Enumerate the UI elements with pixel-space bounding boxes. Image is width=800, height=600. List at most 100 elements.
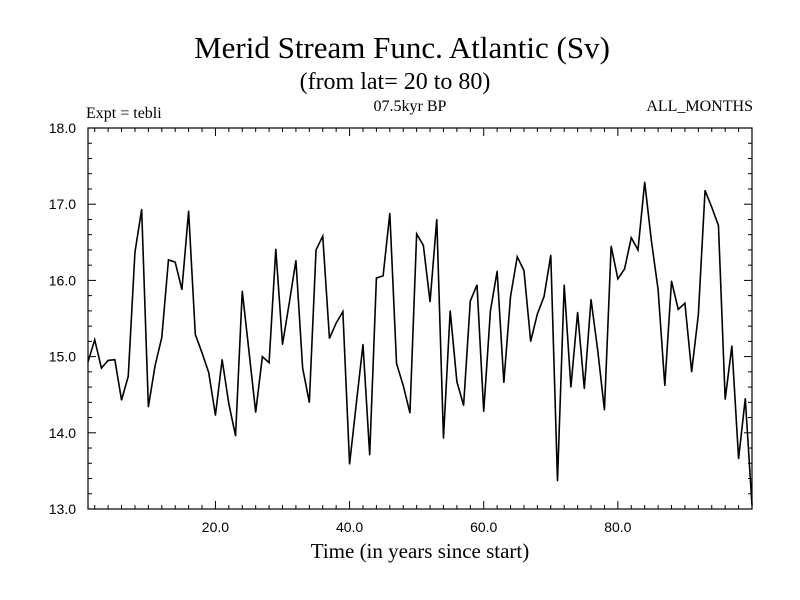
chart-subtitle: (from lat= 20 to 80): [300, 69, 491, 95]
data-point: [389, 212, 391, 214]
data-point: [456, 381, 458, 383]
data-point: [288, 302, 290, 304]
data-point: [483, 410, 485, 413]
data-point: [100, 367, 103, 369]
data-point: [208, 372, 210, 374]
data-point: [302, 367, 304, 369]
data-point: [281, 343, 284, 346]
data-point: [590, 298, 592, 301]
data-point: [295, 259, 297, 262]
data-point: [429, 301, 431, 303]
data-point: [630, 237, 632, 239]
x-tick-label: 40.0: [336, 519, 363, 535]
data-point: [724, 398, 726, 400]
data-point: [436, 218, 438, 221]
data-point: [201, 352, 203, 354]
data-point: [530, 340, 532, 342]
data-point: [543, 295, 545, 297]
data-point: [536, 313, 538, 315]
data-point: [335, 322, 337, 324]
data-line: [87, 182, 753, 506]
data-point: [261, 356, 263, 358]
data-point: [603, 409, 606, 411]
data-point: [657, 288, 659, 291]
data-point: [597, 349, 599, 352]
data-point: [107, 359, 109, 362]
data-point: [214, 414, 217, 416]
data-point: [449, 310, 451, 312]
data-points: [87, 181, 753, 506]
data-point: [328, 337, 331, 339]
data-point: [255, 411, 257, 413]
data-point: [315, 249, 317, 251]
data-point: [167, 259, 170, 261]
data-point: [355, 403, 357, 405]
data-point: [174, 261, 176, 263]
data-point: [114, 359, 116, 361]
data-point: [87, 361, 89, 363]
data-point: [120, 399, 123, 401]
data-point: [644, 181, 646, 183]
data-point: [442, 437, 445, 439]
data-point: [737, 458, 740, 460]
data-point: [563, 284, 565, 286]
data-point: [509, 295, 512, 297]
data-point: [610, 245, 612, 247]
data-point: [684, 302, 686, 304]
data-point: [637, 249, 639, 251]
data-point: [476, 284, 478, 286]
data-point: [134, 251, 136, 253]
y-tick-label: 13.0: [49, 501, 76, 517]
data-point: [691, 371, 693, 373]
data-point: [127, 375, 129, 378]
data-point: [375, 277, 377, 279]
y-tick-label: 14.0: [49, 425, 76, 441]
data-point: [409, 412, 411, 414]
data-point: [402, 384, 404, 387]
data-point: [369, 454, 371, 456]
data-point: [617, 278, 619, 280]
data-point: [141, 208, 143, 211]
x-axis-ticks: [94, 128, 740, 509]
data-point: [395, 362, 398, 365]
data-point: [342, 311, 344, 313]
y-tick-label: 17.0: [49, 196, 76, 212]
data-point: [556, 480, 559, 482]
data-point: [577, 311, 579, 313]
data-point: [670, 280, 673, 282]
data-point: [523, 269, 525, 272]
data-point: [516, 256, 518, 258]
y-tick-label: 18.0: [49, 120, 76, 136]
x-axis-tick-labels: 20.0 40.0 60.0 80.0: [202, 519, 632, 535]
data-point: [154, 365, 156, 367]
data-point: [416, 233, 418, 235]
y-axis-tick-labels: 13.0 14.0 15.0 16.0 17.0 18.0: [49, 120, 76, 517]
data-point: [711, 206, 713, 208]
data-point: [234, 435, 237, 437]
data-point: [583, 388, 585, 390]
data-point: [650, 240, 652, 242]
data-point: [731, 345, 733, 347]
data-point: [228, 403, 230, 405]
months-label: ALL_MONTHS: [646, 98, 753, 115]
data-point: [348, 463, 351, 465]
data-point: [147, 406, 149, 408]
data-point: [362, 343, 364, 346]
data-point: [248, 350, 250, 352]
data-point: [717, 224, 720, 227]
data-point: [463, 404, 465, 406]
data-point: [570, 386, 572, 388]
data-point: [308, 401, 310, 403]
data-point: [188, 210, 190, 212]
data-point: [94, 339, 96, 341]
y-tick-label: 15.0: [49, 349, 76, 365]
y-axis-ticks: [88, 127, 752, 510]
chart-title: Merid Stream Func. Atlantic (Sv): [194, 30, 610, 65]
data-point: [322, 235, 324, 237]
x-axis-label: Time (in years since start): [311, 539, 530, 563]
data-point: [677, 308, 679, 310]
experiment-label: Expt = tebli: [86, 105, 162, 122]
data-point: [623, 268, 626, 270]
y-tick-label: 16.0: [49, 272, 76, 288]
x-tick-label: 20.0: [202, 519, 229, 535]
